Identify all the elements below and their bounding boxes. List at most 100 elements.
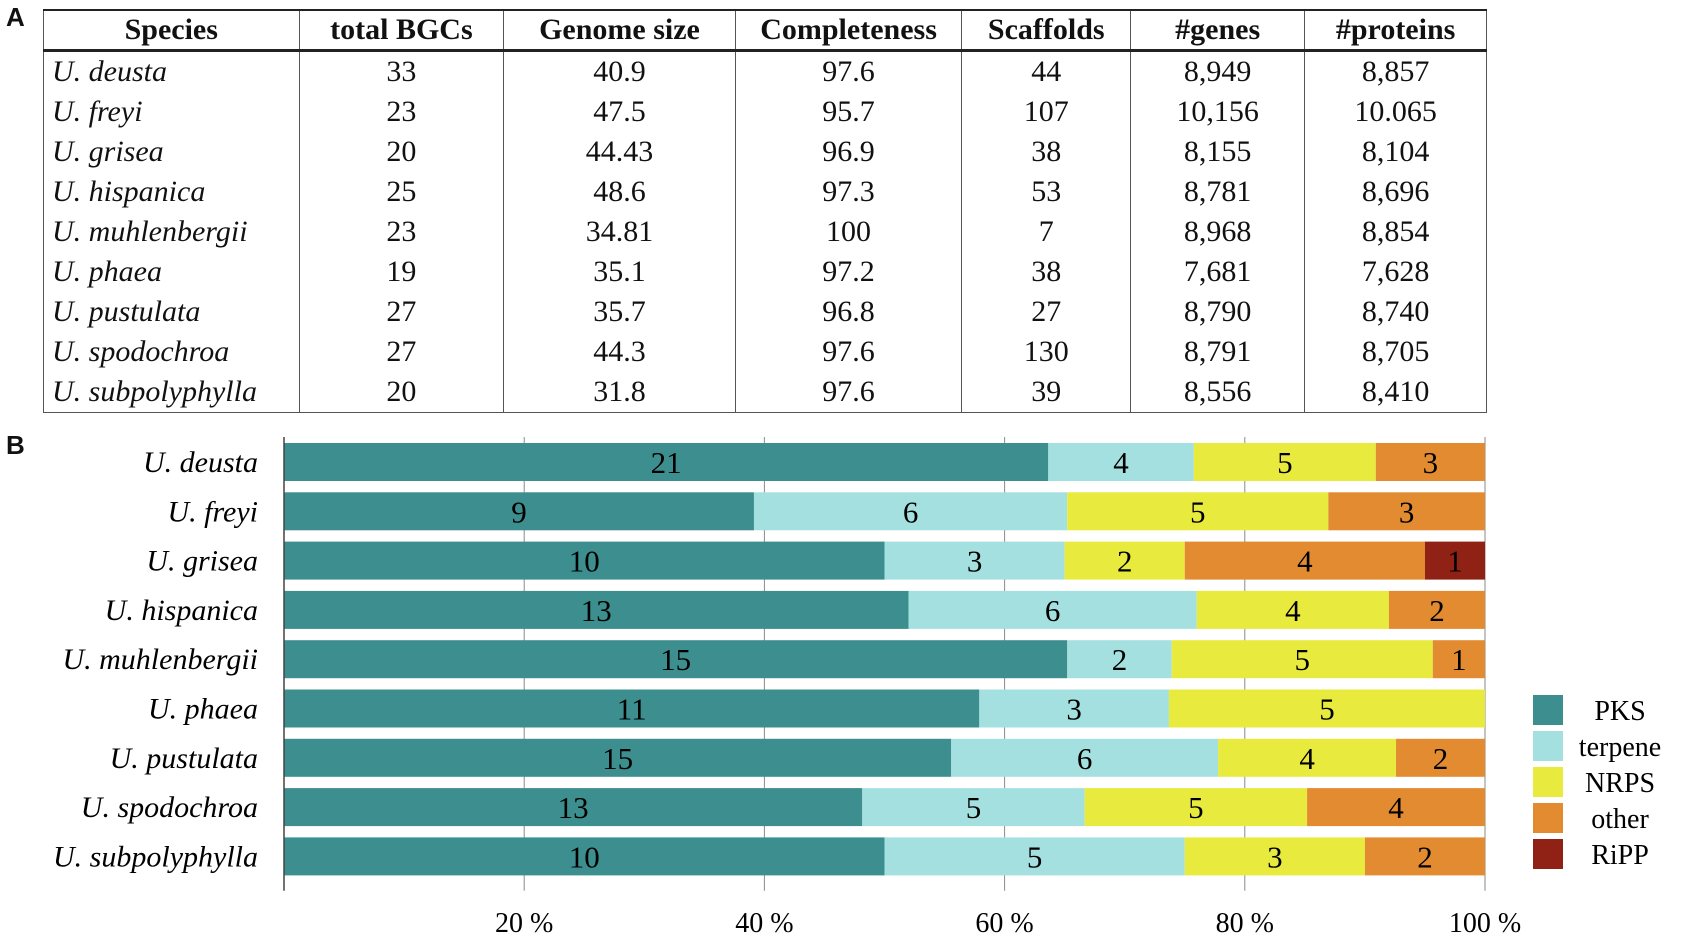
species-label: U. grisea [146, 545, 258, 578]
value-cell: 44 [961, 50, 1131, 92]
value-cell: 25 [298, 172, 504, 212]
bar-segments: 21 4 5 39 6 5 310 3 2 4 113 6 4 215 2 5 111 3 515 6 4 213 5 5 41… [284, 443, 1485, 876]
value-cell: 8,740 [1304, 292, 1487, 332]
value-cell: 7 [961, 212, 1131, 252]
x-tick-label: 100 % [1449, 908, 1521, 939]
segment-value-label: 3 [967, 544, 983, 579]
bar-segment-nrps [1193, 443, 1376, 481]
header-scaffolds: Scaffolds [961, 9, 1131, 52]
bar-segment-nrps [1067, 492, 1329, 531]
value-cell: 23 [298, 212, 504, 252]
species-cell: U. pustulata [43, 292, 299, 332]
species-cell: U. subpolyphylla [43, 372, 299, 413]
value-cell: 38 [961, 252, 1131, 292]
value-cell: 38 [961, 132, 1131, 172]
header-genes: #genes [1130, 9, 1305, 52]
x-tick-label: 80 % [1216, 908, 1274, 939]
segment-value-label: 5 [1294, 642, 1310, 677]
segment-value-label: 15 [660, 642, 691, 677]
species-cell: U. hispanica [43, 172, 299, 212]
segment-value-label: 2 [1117, 544, 1133, 579]
bar-segment-nrps [1084, 788, 1308, 827]
segment-value-label: 5 [1190, 494, 1206, 529]
segment-value-label: 15 [602, 741, 633, 776]
value-cell: 8,790 [1130, 292, 1305, 332]
segment-value-label: 4 [1388, 790, 1404, 825]
segment-value-label: 5 [1188, 790, 1204, 825]
bar-segment-terpene [951, 738, 1219, 777]
bar-segment-other [1375, 443, 1485, 481]
bar-segment-terpene [884, 837, 1185, 876]
legend-swatch-terpene [1533, 731, 1563, 761]
species-label: U. deusta [143, 446, 258, 479]
value-cell: 97.6 [734, 332, 962, 372]
species-labels: U. deusta U. freyi U. grisea U. hispanica U.… [53, 446, 258, 873]
value-cell: 8,791 [1130, 332, 1305, 372]
value-cell: 95.7 [734, 92, 962, 132]
species-label: U. muhlenbergii [62, 643, 258, 676]
value-cell: 7,628 [1304, 252, 1487, 292]
x-tick-label: 40 % [735, 908, 793, 939]
species-cell: U. deusta [43, 50, 299, 92]
value-cell: 97.6 [734, 50, 962, 92]
legend-label-terpene: terpene [1579, 732, 1661, 763]
table-row: U. hispanica 25 48.6 97.3 53 8,781 8,696 [43, 172, 1487, 212]
value-cell: 97.6 [734, 372, 962, 413]
bar-segment-nrps [1064, 541, 1185, 580]
value-cell: 100 [734, 212, 962, 252]
species-cell: U. spodochroa [43, 332, 299, 372]
legend-swatch-pks [1533, 695, 1563, 725]
header-proteins: #proteins [1304, 9, 1487, 52]
value-cell: 8,781 [1130, 172, 1305, 212]
bar-segment-nrps [1218, 738, 1397, 777]
legend-label-nrps: NRPS [1585, 768, 1655, 799]
value-cell: 20 [298, 132, 504, 172]
segment-value-label: 11 [617, 692, 647, 727]
header-total-bgcs: total BGCs [298, 9, 504, 52]
value-cell: 7,681 [1130, 252, 1305, 292]
bar-segment-pks [284, 590, 909, 629]
legend-label-pks: PKS [1594, 696, 1645, 727]
segment-value-label: 21 [651, 445, 682, 480]
bar-segment-other [1328, 492, 1485, 531]
species-label: U. spodochroa [81, 791, 258, 824]
value-cell: 47.5 [503, 92, 736, 132]
segment-value-label: 13 [581, 593, 612, 628]
value-cell: 27 [298, 292, 504, 332]
segment-value-label: 1 [1447, 544, 1463, 579]
header-genome-size: Genome size [503, 9, 736, 52]
header-completeness: Completeness [734, 9, 962, 52]
segment-value-label: 2 [1429, 593, 1445, 628]
value-cell: 35.7 [503, 292, 736, 332]
legend: PKS terpene NRPS other RiPP [1533, 695, 1661, 871]
segment-value-label: 3 [1066, 692, 1082, 727]
table-row: U. phaea 19 35.1 97.2 38 7,681 7,628 [43, 252, 1487, 292]
table-row: U. freyi 23 47.5 95.7 107 10,156 10.065 [43, 92, 1487, 132]
value-cell: 27 [298, 332, 504, 372]
value-cell: 48.6 [503, 172, 736, 212]
segment-value-label: 6 [1077, 741, 1093, 776]
species-label: U. subpolyphylla [53, 840, 258, 873]
segment-value-label: 3 [1267, 839, 1283, 874]
value-cell: 8,854 [1304, 212, 1487, 252]
value-cell: 23 [298, 92, 504, 132]
x-tick-label: 20 % [495, 908, 553, 939]
segment-value-label: 13 [558, 790, 589, 825]
species-label: U. pustulata [110, 742, 258, 775]
table-header-row: Species total BGCs Genome size Completeness… [43, 9, 1487, 52]
panel-label-a: A [6, 2, 25, 32]
value-cell: 8,949 [1130, 50, 1305, 92]
segment-value-label: 10 [569, 544, 600, 579]
genome-stats-table: Species total BGCs Genome size Completeness… [43, 9, 1487, 413]
table-body: U. deusta 33 40.9 97.6 44 8,949 8,857 U. freyi 2… [43, 50, 1487, 413]
value-cell: 96.8 [734, 292, 962, 332]
value-cell: 8,556 [1130, 372, 1305, 413]
legend-swatch-ripp [1533, 839, 1563, 869]
species-cell: U. freyi [43, 92, 299, 132]
value-cell: 8,968 [1130, 212, 1305, 252]
bar-segment-ripp [1424, 541, 1485, 580]
segment-value-label: 6 [903, 494, 919, 529]
panel-label-b: B [6, 430, 25, 460]
table-row: U. subpolyphylla 20 31.8 97.6 39 8,556 8,410 [43, 372, 1487, 413]
legend-swatch-other [1533, 803, 1563, 833]
